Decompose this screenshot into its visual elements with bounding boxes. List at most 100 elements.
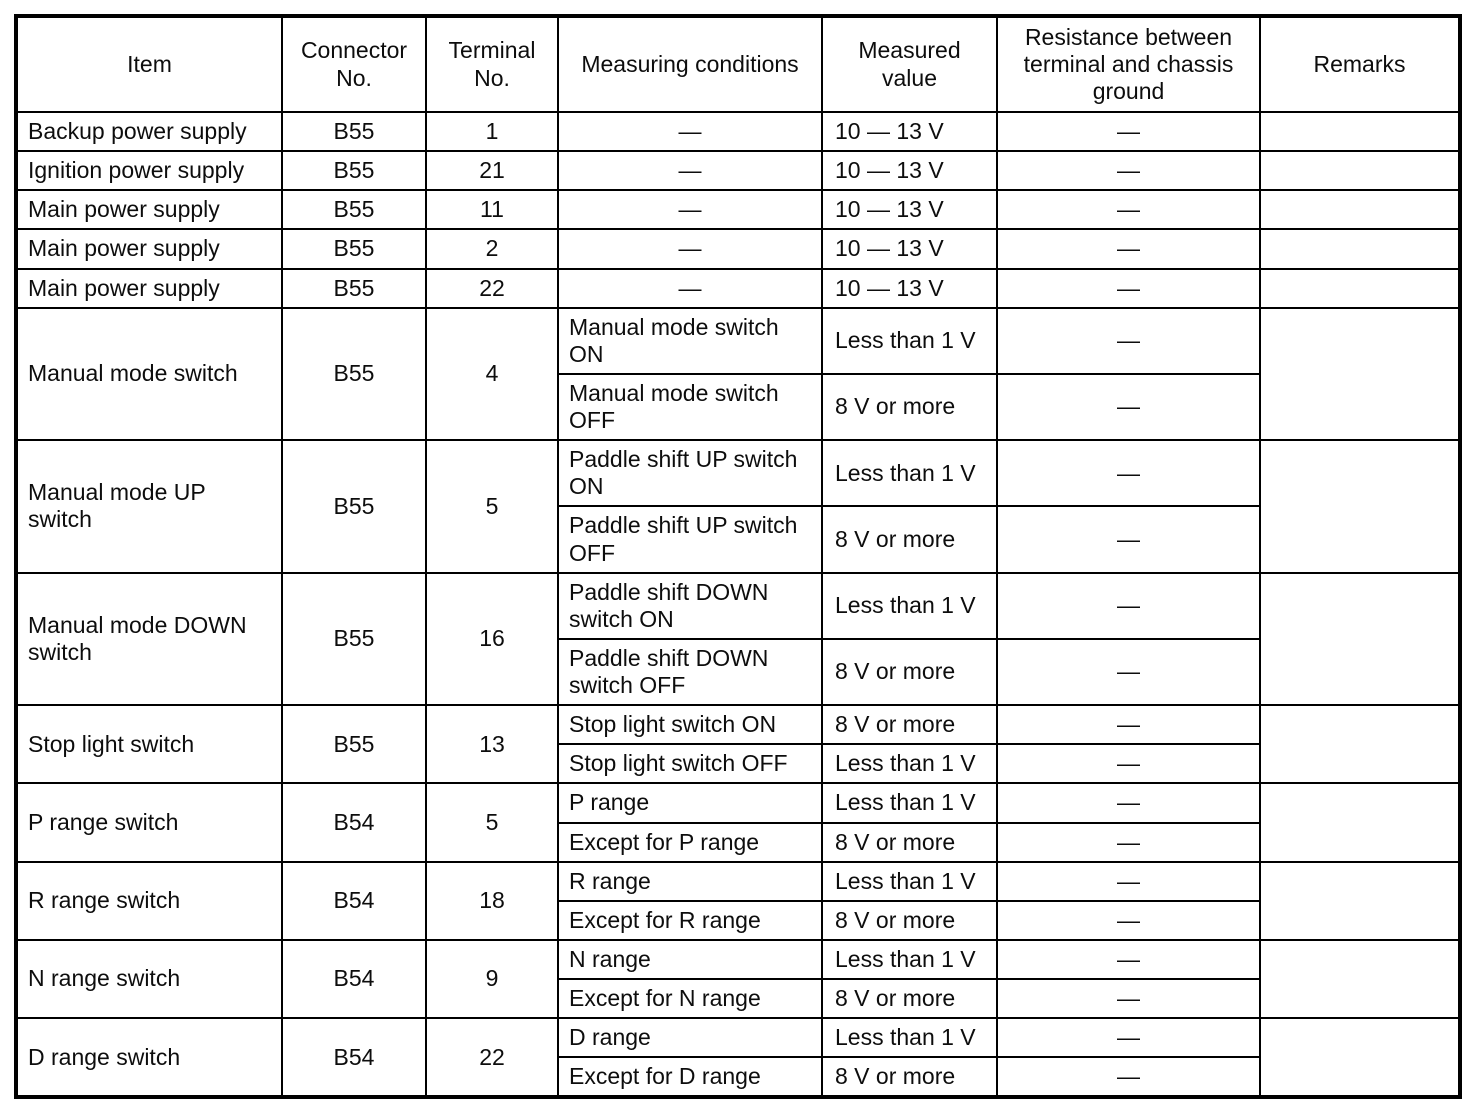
- terminal-cell: 22: [425, 267, 559, 309]
- terminal-cell: 9: [425, 938, 559, 1020]
- item-cell: Ignition power supply: [15, 150, 283, 192]
- remarks-cell: [1259, 306, 1461, 442]
- spec-table-body: Backup power supply B55 1—10 — 13 V — Igniti…: [15, 110, 1461, 1099]
- connector-cell: B55: [281, 571, 427, 707]
- column-header: Resistance between terminal and chassis …: [996, 15, 1261, 113]
- table-row: Paddle shift DOWN switch OFF 8 V or more —: [16, 637, 1460, 707]
- resistance-cell: —: [996, 571, 1261, 640]
- column-header: Remarks: [1259, 15, 1461, 113]
- measuring-condition-cell: Stop light switch OFF: [557, 743, 823, 785]
- item-cell: Manual mode switch: [15, 306, 283, 442]
- remarks-cell: [1259, 571, 1461, 707]
- measured-value-cell: 8 V or more: [821, 1056, 998, 1099]
- remarks-cell: [1259, 782, 1461, 863]
- measured-value-cell: 8 V or more: [821, 899, 998, 941]
- measuring-condition-cell: Paddle shift UP switch OFF: [557, 505, 823, 574]
- connector-cell: B55: [281, 189, 427, 231]
- remarks-cell: [1259, 110, 1461, 153]
- measuring-condition-cell: D range: [557, 1017, 823, 1059]
- measured-value-cell: 8 V or more: [821, 372, 998, 442]
- measured-value-cell: 10 — 13 V: [821, 267, 998, 309]
- table-row: Ignition power supply B55 21—10 — 13 V —: [15, 150, 1461, 192]
- item-cell: Main power supply: [15, 189, 283, 231]
- table-row: Manual mode switch OFF 8 V or more —: [16, 372, 1460, 442]
- remarks-cell: [1259, 704, 1461, 785]
- resistance-cell: —: [996, 505, 1261, 574]
- table-header: Item Connector No. Terminal No. Measuring c…: [15, 15, 1461, 113]
- table-row: Except for N range 8 V or more —: [16, 977, 1460, 1020]
- measured-value-cell: 8 V or more: [821, 704, 998, 746]
- terminal-cell: 5: [425, 439, 559, 574]
- resistance-cell: —: [996, 637, 1261, 707]
- table-row: Manual mode UP switch B55 5 Paddle shift UP…: [15, 439, 1461, 574]
- measuring-condition-cell: Paddle shift UP switch ON: [557, 439, 823, 508]
- connector-cell: B55: [281, 306, 427, 442]
- resistance-cell: —: [996, 743, 1261, 785]
- column-header: Measured value: [821, 15, 998, 113]
- resistance-cell: —: [996, 306, 1261, 375]
- resistance-cell: —: [996, 704, 1261, 746]
- connector-cell: B54: [281, 860, 427, 941]
- resistance-cell: —: [996, 439, 1261, 508]
- resistance-cell: —: [996, 372, 1261, 442]
- column-header: Connector No.: [281, 15, 427, 113]
- measuring-condition-cell: —: [557, 267, 823, 309]
- table-row: Stop light switch B55 13 Stop light switch …: [15, 704, 1461, 785]
- table-row: Manual mode switch B55 4 Manual mode switch…: [15, 306, 1461, 442]
- resistance-cell: —: [996, 1056, 1261, 1099]
- resistance-cell: —: [996, 110, 1261, 153]
- connector-cell: B55: [281, 267, 427, 309]
- table-row: Manual mode DOWN switch B55 16 Paddle shift…: [15, 571, 1461, 707]
- measured-value-cell: Less than 1 V: [821, 306, 998, 375]
- spec-table: Item Connector No. Terminal No. Measuring c…: [14, 14, 1462, 1100]
- measuring-condition-cell: Except for N range: [557, 977, 823, 1020]
- item-cell: Main power supply: [15, 267, 283, 309]
- table-row: Backup power supply B55 1—10 — 13 V —: [15, 110, 1461, 153]
- item-cell: P range switch: [15, 782, 283, 863]
- column-header: Measuring conditions: [557, 15, 823, 113]
- measuring-condition-cell: Except for P range: [557, 821, 823, 863]
- terminal-cell: 5: [425, 782, 559, 863]
- measuring-condition-cell: —: [557, 228, 823, 270]
- table-row: Stop light switch OFF Less than 1 V —: [16, 743, 1460, 785]
- measuring-condition-cell: Except for R range: [557, 899, 823, 941]
- measuring-condition-cell: Paddle shift DOWN switch ON: [557, 571, 823, 640]
- measured-value-cell: Less than 1 V: [821, 571, 998, 640]
- resistance-cell: —: [996, 189, 1261, 231]
- item-cell: R range switch: [15, 860, 283, 941]
- connector-cell: B55: [281, 228, 427, 270]
- measuring-condition-cell: N range: [557, 938, 823, 981]
- measuring-condition-cell: —: [557, 150, 823, 192]
- measured-value-cell: 8 V or more: [821, 505, 998, 574]
- item-cell: Manual mode UP switch: [15, 439, 283, 574]
- measured-value-cell: 10 — 13 V: [821, 189, 998, 231]
- measured-value-cell: Less than 1 V: [821, 743, 998, 785]
- measured-value-cell: Less than 1 V: [821, 860, 998, 902]
- remarks-cell: [1259, 267, 1461, 309]
- measuring-condition-cell: P range: [557, 782, 823, 824]
- table-row: Main power supply B55 2—10 — 13 V —: [15, 228, 1461, 270]
- measuring-condition-cell: R range: [557, 860, 823, 902]
- terminal-cell: 13: [425, 704, 559, 785]
- measured-value-cell: Less than 1 V: [821, 1017, 998, 1059]
- terminal-cell: 22: [425, 1017, 559, 1099]
- connector-cell: B54: [281, 1017, 427, 1099]
- remarks-cell: [1259, 439, 1461, 574]
- terminal-cell: 2: [425, 228, 559, 270]
- connector-cell: B55: [281, 439, 427, 574]
- table-row: Except for R range 8 V or more —: [16, 899, 1460, 941]
- column-header: Item: [15, 15, 283, 113]
- measured-value-cell: 8 V or more: [821, 637, 998, 707]
- terminal-cell: 21: [425, 150, 559, 192]
- measured-value-cell: 10 — 13 V: [821, 150, 998, 192]
- measured-value-cell: 8 V or more: [821, 977, 998, 1020]
- item-cell: Main power supply: [15, 228, 283, 270]
- remarks-cell: [1259, 150, 1461, 192]
- measuring-condition-cell: —: [557, 110, 823, 153]
- remarks-cell: [1259, 228, 1461, 270]
- terminal-cell: 16: [425, 571, 559, 707]
- resistance-cell: —: [996, 938, 1261, 981]
- measuring-condition-cell: Paddle shift DOWN switch OFF: [557, 637, 823, 707]
- connector-cell: B55: [281, 110, 427, 153]
- connector-cell: B54: [281, 782, 427, 863]
